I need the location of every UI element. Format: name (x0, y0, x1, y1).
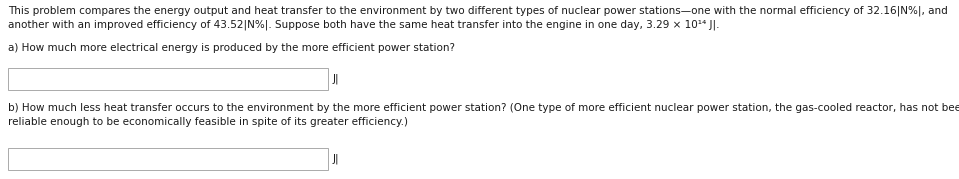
Text: a) How much more electrical energy is produced by the more efficient power stati: a) How much more electrical energy is pr… (8, 43, 455, 53)
FancyBboxPatch shape (8, 68, 328, 90)
Text: reliable enough to be economically feasible in spite of its greater efficiency.): reliable enough to be economically feasi… (8, 117, 408, 127)
Text: b) How much less heat transfer occurs to the environment by the more efficient p: b) How much less heat transfer occurs to… (8, 103, 959, 113)
FancyBboxPatch shape (8, 148, 328, 170)
Text: J|: J| (333, 154, 339, 164)
Text: This problem compares the energy output and heat transfer to the environment by : This problem compares the energy output … (8, 6, 947, 16)
Text: J|: J| (333, 74, 339, 84)
Text: another with an improved efficiency of 43.52|N%|. Suppose both have the same hea: another with an improved efficiency of 4… (8, 19, 719, 30)
